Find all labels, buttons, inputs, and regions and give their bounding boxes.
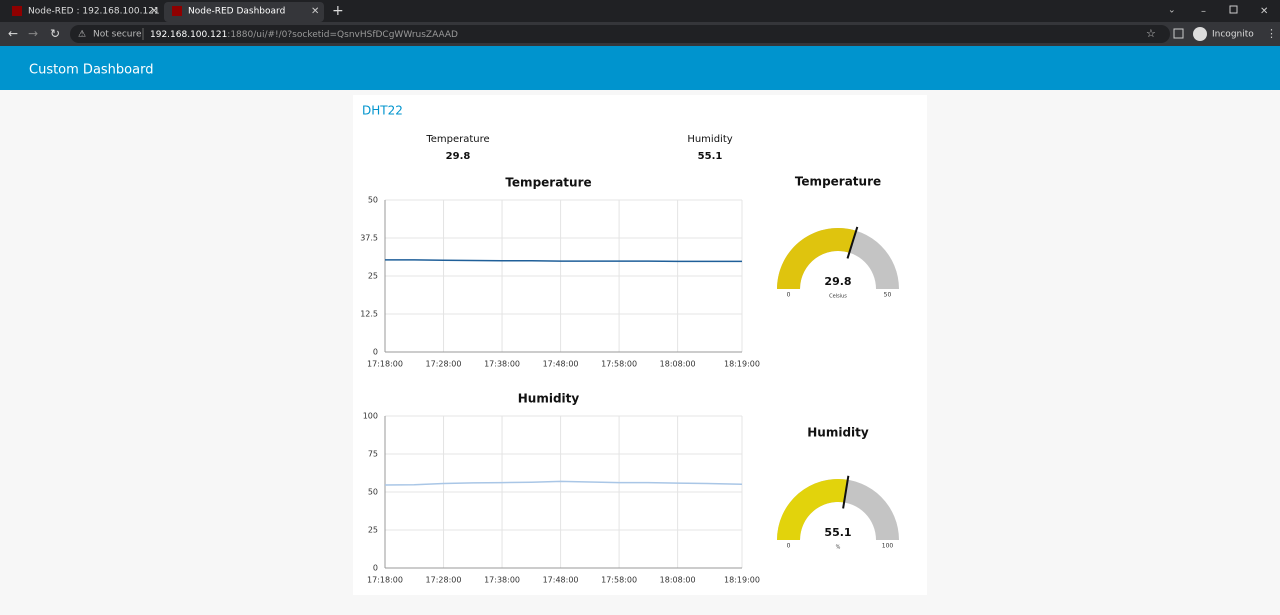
y-tick-label: 75 bbox=[368, 450, 378, 459]
url-host: 192.168.100.121 bbox=[150, 30, 227, 40]
back-button[interactable]: ← bbox=[8, 27, 18, 41]
gauge-needle bbox=[846, 226, 859, 259]
window-control[interactable]: ⌄ bbox=[1168, 6, 1176, 16]
x-tick-label: 18:08:00 bbox=[660, 360, 696, 369]
gauge-min: 0 bbox=[787, 543, 791, 550]
window-control[interactable] bbox=[1229, 5, 1238, 14]
tab-icon bbox=[12, 6, 22, 16]
side-panel[interactable] bbox=[1173, 28, 1184, 39]
y-tick-label: 0 bbox=[373, 348, 378, 357]
tab-title: Node-RED Dashboard bbox=[188, 7, 285, 17]
gauge-needle bbox=[842, 475, 850, 509]
x-tick-label: 17:18:00 bbox=[367, 360, 403, 369]
y-tick-label: 50 bbox=[368, 196, 378, 205]
data-line bbox=[384, 480, 743, 486]
y-tick-label: 0 bbox=[373, 564, 378, 573]
chart-title: Humidity bbox=[518, 392, 580, 406]
gauge-min: 0 bbox=[787, 292, 791, 299]
gauge-value-arc bbox=[777, 479, 848, 540]
dashboard-title: Custom Dashboard bbox=[29, 63, 153, 78]
url-path: :1880/ui/#!/0?socketid=QsnvHSfDCgWWrusZA… bbox=[227, 30, 458, 40]
gauge-max: 100 bbox=[882, 543, 894, 550]
gauge-value: 55.1 bbox=[824, 526, 851, 539]
x-tick-label: 18:19:00 bbox=[724, 360, 760, 369]
new-tab[interactable]: + bbox=[332, 3, 344, 19]
x-tick-label: 18:08:00 bbox=[660, 576, 696, 585]
incognito-icon bbox=[1193, 27, 1207, 41]
gauge-title: Humidity bbox=[807, 426, 869, 440]
bookmark-star[interactable]: ☆ bbox=[1146, 27, 1156, 40]
x-tick-label: 18:19:00 bbox=[724, 576, 760, 585]
tab-close[interactable]: ✕ bbox=[150, 6, 158, 17]
reload-button[interactable]: ↻ bbox=[50, 27, 60, 41]
url: 192.168.100.121:1880/ui/#!/0?socketid=Qs… bbox=[150, 30, 458, 40]
x-tick-label: 17:58:00 bbox=[601, 576, 637, 585]
gauge-units: % bbox=[836, 545, 841, 551]
text-value: 55.1 bbox=[698, 151, 723, 162]
gauge-value: 29.8 bbox=[824, 275, 851, 288]
text-value: 29.8 bbox=[446, 151, 471, 162]
x-tick-label: 17:28:00 bbox=[426, 360, 462, 369]
forward-button[interactable]: → bbox=[28, 27, 38, 41]
y-tick-label: 12.5 bbox=[360, 310, 378, 319]
tab-title: Node-RED : 192.168.100.121 bbox=[28, 7, 160, 17]
x-tick-label: 17:18:00 bbox=[367, 576, 403, 585]
data-line bbox=[385, 259, 742, 263]
text-label: Humidity bbox=[687, 134, 732, 145]
chart-title: Temperature bbox=[505, 176, 591, 190]
gauge-units: Celsius bbox=[829, 294, 847, 300]
warning-icon: ⚠ bbox=[78, 30, 86, 40]
text-label: Temperature bbox=[425, 134, 489, 145]
y-tick-label: 25 bbox=[368, 526, 378, 535]
x-tick-label: 17:58:00 bbox=[601, 360, 637, 369]
profile-label[interactable]: Incognito bbox=[1212, 30, 1254, 40]
address-bar[interactable] bbox=[70, 25, 1170, 43]
window-control[interactable]: – bbox=[1201, 6, 1206, 17]
tab-close[interactable]: ✕ bbox=[311, 6, 319, 17]
menu-button[interactable]: ⋮ bbox=[1266, 27, 1277, 40]
x-tick-label: 17:38:00 bbox=[484, 360, 520, 369]
x-tick-label: 17:38:00 bbox=[484, 576, 520, 585]
y-tick-label: 37.5 bbox=[360, 234, 378, 243]
gauge-max: 50 bbox=[884, 292, 892, 299]
x-tick-label: 17:28:00 bbox=[426, 576, 462, 585]
dashboard-header bbox=[0, 46, 1280, 90]
window-control[interactable]: ✕ bbox=[1260, 6, 1268, 17]
group-card bbox=[353, 95, 927, 595]
gauge-title: Temperature bbox=[795, 175, 881, 189]
group-title: DHT22 bbox=[362, 104, 403, 118]
tab-active[interactable] bbox=[164, 2, 324, 22]
gauge-value-arc bbox=[777, 227, 857, 289]
security-label[interactable]: Not secure bbox=[93, 30, 142, 40]
y-tick-label: 100 bbox=[363, 412, 378, 421]
tab-icon bbox=[172, 6, 182, 16]
tab[interactable] bbox=[4, 2, 162, 22]
x-tick-label: 17:48:00 bbox=[543, 360, 579, 369]
y-tick-label: 50 bbox=[368, 488, 378, 497]
y-tick-label: 25 bbox=[368, 272, 378, 281]
x-tick-label: 17:48:00 bbox=[543, 576, 579, 585]
